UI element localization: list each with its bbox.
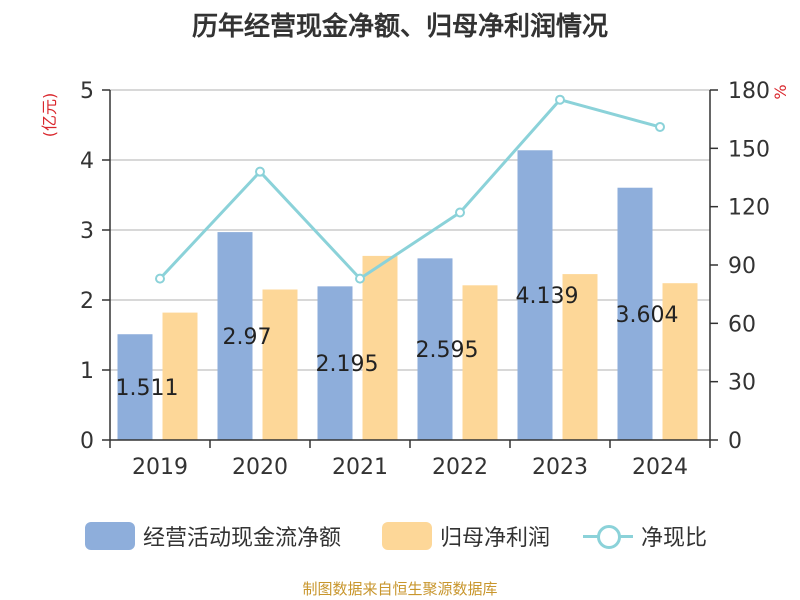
legend-label-cash-ratio: 净现比 — [641, 526, 708, 551]
right-tick-label: 60 — [728, 312, 756, 337]
left-axis-unit: (亿元) — [40, 93, 59, 138]
line-cash-ratio — [158, 98, 661, 281]
line-point-cash-ratio — [355, 273, 365, 284]
legend-item-cash-ratio[interactable]: 净现比 — [583, 516, 707, 556]
bar-data-label: 1.511 — [116, 376, 179, 401]
bar-data-label: 2.595 — [416, 338, 479, 363]
line-point-cash-ratio — [255, 166, 265, 177]
bar-net-profit — [262, 289, 298, 440]
right-tick-label: 180 — [728, 79, 770, 104]
bar-net-profit — [462, 285, 498, 440]
line-point-cash-ratio — [455, 207, 465, 218]
chart-title: 历年经营现金净额、归母净利润情况 — [191, 12, 608, 42]
chart-legend: 经营活动现金流净额 归母净利润 净现比 — [0, 516, 800, 556]
x-tick-label: 2021 — [332, 455, 388, 480]
bar-cashflow — [217, 232, 253, 440]
line-point-cash-ratio — [155, 273, 165, 284]
legend-item-net-profit[interactable]: 归母净利润 — [382, 516, 550, 556]
legend-swatch-net-profit — [382, 522, 432, 550]
bar-data-label: 4.139 — [516, 284, 579, 309]
right-tick-label: 0 — [728, 429, 742, 454]
legend-label-net-profit: 归母净利润 — [440, 526, 551, 551]
left-tick-label: 3 — [80, 219, 94, 244]
left-tick-label: 5 — [80, 79, 94, 104]
bar-cashflow — [517, 150, 553, 440]
right-tick-label: 30 — [728, 371, 756, 396]
bar-data-label: 2.97 — [223, 325, 272, 350]
source-note: 制图数据来自恒生聚源数据库 — [302, 580, 498, 598]
right-axis-unit: % — [771, 84, 790, 99]
x-tick-label: 2023 — [532, 455, 588, 480]
x-tick-label: 2024 — [632, 455, 688, 480]
bar-data-label: 2.195 — [316, 352, 379, 377]
left-tick-label: 2 — [80, 289, 94, 314]
line-point-cash-ratio — [555, 94, 565, 105]
legend-label-cashflow: 经营活动现金流净额 — [143, 526, 342, 551]
legend-swatch-cashflow — [85, 522, 135, 550]
bar-net-profit — [162, 312, 198, 440]
bar-net-profit — [562, 274, 598, 440]
legend-item-cashflow[interactable]: 经营活动现金流净额 — [85, 516, 341, 556]
legend-swatch-cash-ratio — [583, 522, 633, 550]
right-tick-label: 150 — [728, 137, 770, 162]
x-tick-label: 2022 — [432, 455, 488, 480]
bar-cashflow — [317, 286, 353, 440]
left-tick-label: 0 — [80, 429, 94, 454]
bar-net-profit — [662, 283, 698, 440]
bar-net-profit — [362, 255, 398, 440]
bar-cashflow — [117, 334, 153, 440]
bar-data-label: 3.604 — [616, 303, 679, 328]
left-tick-label: 4 — [80, 149, 94, 174]
x-tick-label: 2020 — [232, 455, 288, 480]
bar-cashflow — [617, 187, 653, 440]
line-point-cash-ratio — [655, 121, 665, 132]
right-tick-label: 90 — [728, 254, 756, 279]
bar-cashflow — [417, 258, 453, 440]
x-tick-label: 2019 — [132, 455, 188, 480]
left-tick-label: 1 — [80, 359, 94, 384]
right-tick-label: 120 — [728, 196, 770, 221]
